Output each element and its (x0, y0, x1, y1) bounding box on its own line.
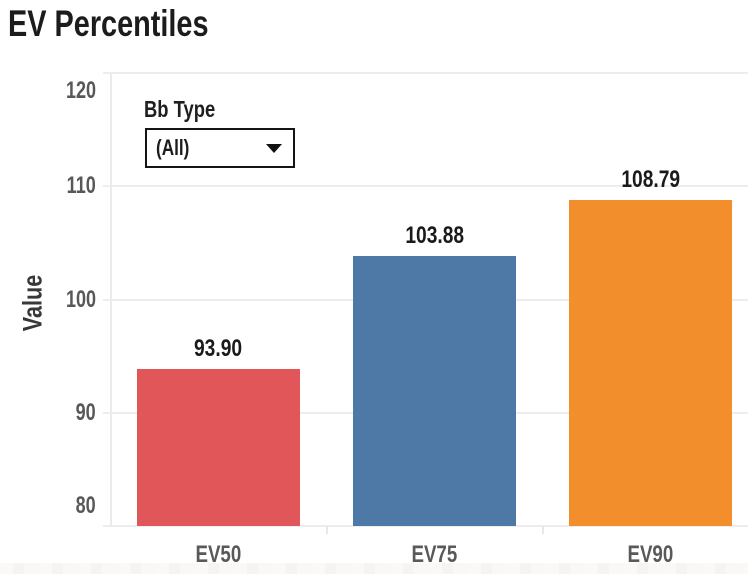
y-axis-line (110, 73, 112, 526)
bar-ev50[interactable] (137, 368, 300, 526)
gridline-120 (103, 72, 748, 74)
y-tick-label-100: 100 (65, 285, 96, 313)
gridline-110 (103, 185, 748, 188)
bar-value-label: 93.90 (194, 334, 243, 362)
caret-down-icon[interactable] (266, 144, 282, 153)
bar-ev75[interactable] (353, 255, 516, 526)
bar-group-ev75: 103.88 (327, 73, 543, 526)
filter-selected-value: (All) (156, 135, 190, 160)
y-tick-label-90: 90 (75, 398, 96, 426)
filter-label: Bb Type (144, 96, 216, 122)
filter-dropdown[interactable]: (All) (145, 128, 295, 168)
y-tick-label-80: 80 (75, 492, 96, 519)
gridline-80 (103, 525, 748, 527)
bar-group-ev50: 93.90 (111, 73, 327, 526)
x-axis-tick (325, 526, 328, 534)
y-tick-label-120: 120 (65, 77, 96, 104)
x-axis-tick (541, 526, 544, 534)
y-axis-title-text: Value (17, 274, 48, 332)
bar-value-label: 108.79 (621, 165, 680, 193)
bar-value-label: 103.88 (405, 221, 464, 249)
bar-ev90[interactable] (569, 199, 732, 526)
bar-group-ev90: 108.79 (543, 73, 748, 526)
page-title: EV Percentiles (8, 3, 265, 45)
y-tick-label-110: 110 (66, 172, 96, 200)
page-title-text: EV Percentiles (8, 3, 209, 44)
bottom-edge-artifact (0, 563, 748, 574)
